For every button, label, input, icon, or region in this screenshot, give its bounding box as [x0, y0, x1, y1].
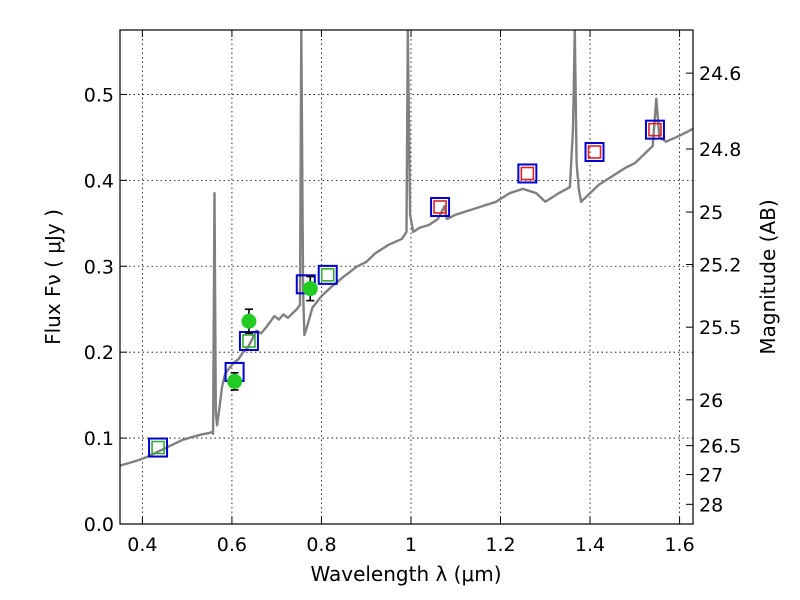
y-axis-title-left: Flux Fν ( μJy )	[41, 209, 65, 345]
right-tick-label: 24.8	[699, 139, 741, 161]
x-tick-label: 0.4	[127, 534, 157, 556]
model-green-square-marker	[151, 440, 165, 455]
right-tick-label: 25.2	[699, 255, 741, 277]
right-tick-label: 26.5	[699, 436, 741, 458]
sed-curve-group	[120, 30, 693, 467]
x-tick-label: 1.6	[664, 534, 694, 556]
right-tick-label: 28	[699, 494, 723, 516]
x-tick-label: 1	[405, 534, 417, 556]
observed-square-marker	[644, 119, 665, 140]
right-axis-ticks: 24.6 24.8 25 25.2 25.5 26 26.5 27 28	[686, 63, 741, 516]
y-axis-ticks: 0.0 0.1 0.2 0.3 0.4 0.5	[84, 84, 127, 536]
spectroscopic-circle-marker	[302, 281, 318, 297]
model-red-square-marker	[587, 145, 602, 159]
observed-square-marker	[430, 196, 451, 217]
x-axis-title: Wavelength λ (μm)	[310, 562, 501, 586]
model-red-square-marker	[433, 200, 447, 214]
x-tick-label: 0.6	[217, 534, 247, 556]
y-axis-title-right: Magnitude (AB)	[756, 199, 780, 354]
model-red-square-marker	[648, 122, 662, 137]
spectroscopic-circle-marker	[241, 313, 257, 329]
spectroscopic-circle-marker	[227, 373, 243, 389]
right-tick-label: 27	[699, 465, 723, 487]
right-tick-label: 24.6	[699, 63, 741, 85]
y-tick-label: 0.4	[84, 170, 114, 192]
y-tick-label: 0.0	[84, 514, 114, 536]
model-green-square-marker	[320, 268, 335, 282]
y-tick-label: 0.5	[84, 84, 114, 106]
plot-frame	[119, 29, 694, 525]
model-green-square-marker	[242, 334, 256, 348]
x-tick-label: 1.2	[485, 534, 515, 556]
observed-square-marker	[317, 264, 338, 285]
x-tick-label: 0.8	[306, 534, 336, 556]
markers-group	[148, 119, 665, 458]
sed-model-line	[120, 30, 693, 467]
right-tick-label: 25.5	[699, 317, 741, 339]
y-tick-label: 0.1	[84, 428, 114, 450]
y-tick-label: 0.2	[84, 342, 114, 364]
observed-square-marker	[584, 141, 605, 162]
x-axis-ticks: 0.4 0.6 0.8 1 1.2 1.4 1.6	[127, 30, 695, 556]
model-red-square-marker	[520, 166, 535, 181]
observed-square-marker	[148, 437, 169, 458]
right-tick-label: 26	[699, 390, 723, 412]
right-tick-label: 25	[699, 202, 723, 224]
observed-square-marker	[517, 163, 538, 184]
x-tick-label: 1.4	[575, 534, 605, 556]
y-tick-label: 0.3	[84, 256, 114, 278]
